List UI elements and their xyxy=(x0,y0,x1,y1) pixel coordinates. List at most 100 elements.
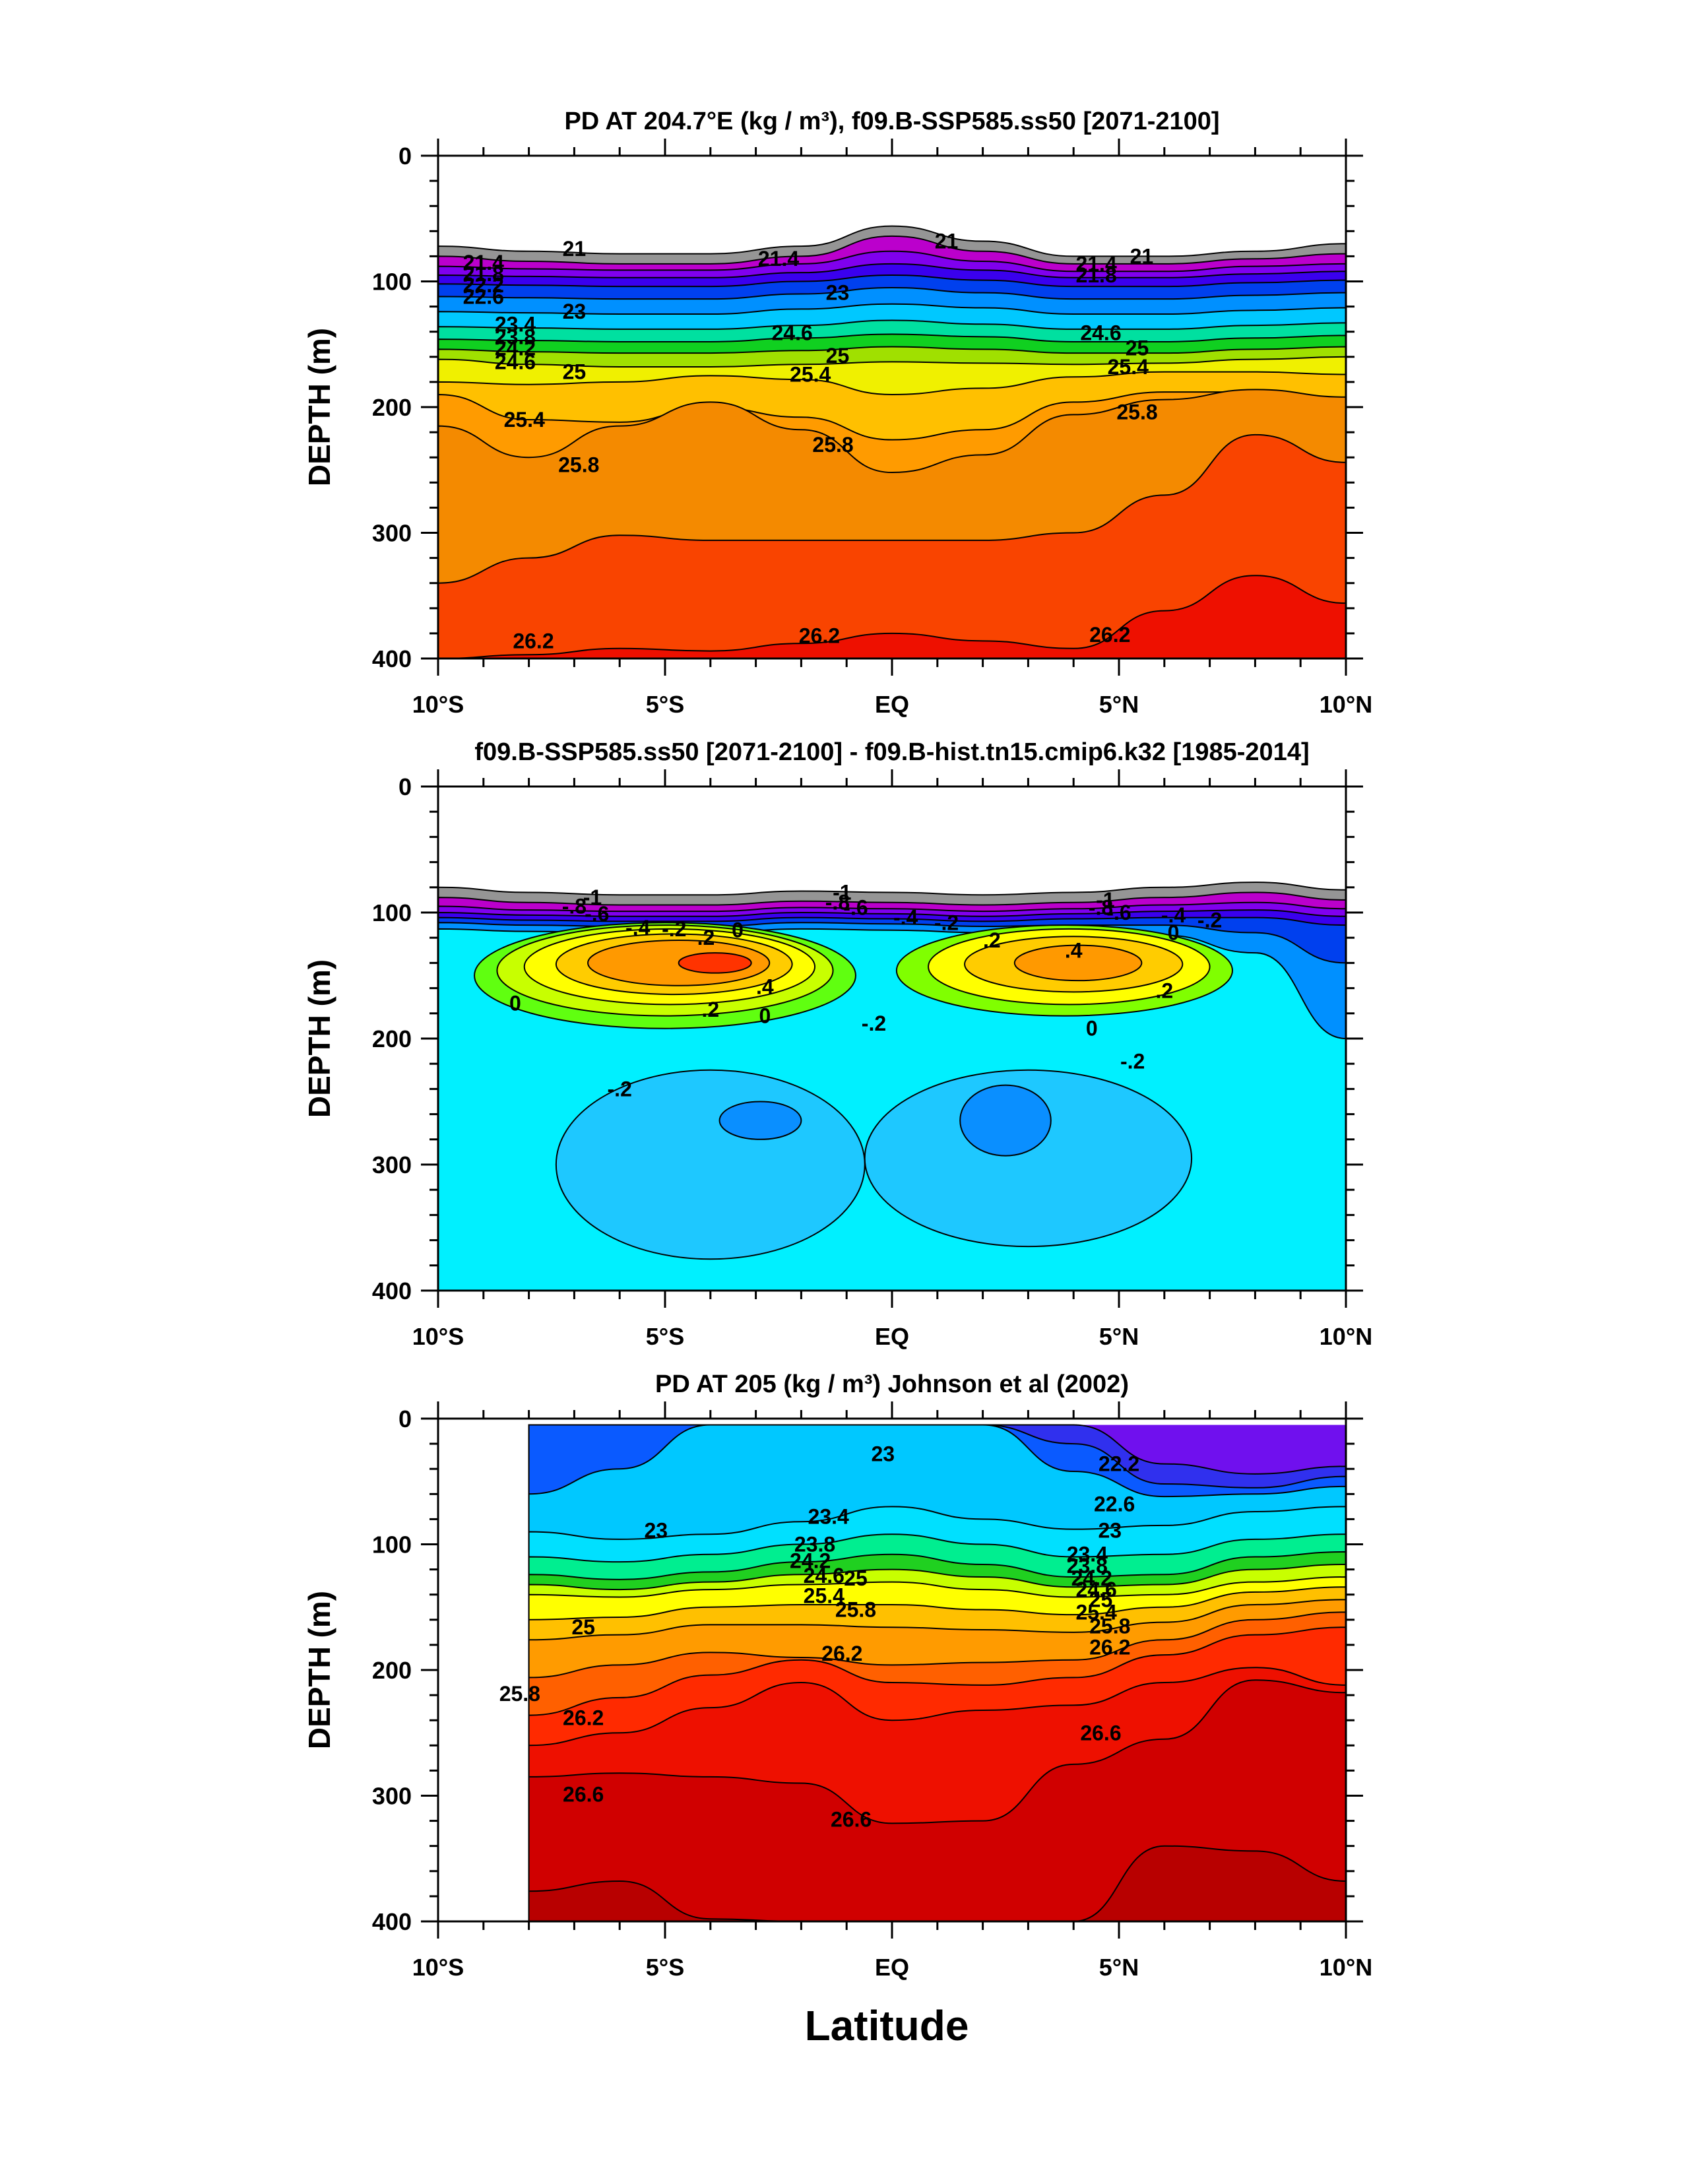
contour-label: -1 xyxy=(583,885,602,909)
x-tick-label: 5°N xyxy=(1099,1954,1139,1981)
contour-label: -.8 xyxy=(1089,895,1113,919)
contour-label: -1 xyxy=(833,880,851,904)
contour-label: 24.2 xyxy=(495,336,536,360)
contour-blob-10 xyxy=(555,1069,866,1260)
contour-band-14 xyxy=(438,434,1346,658)
contour-label: -.8 xyxy=(825,891,850,915)
contour-label: -.2 xyxy=(608,1077,632,1101)
panel-title: PD AT 204.7°E (kg / m³), f09.B-SSP585.ss… xyxy=(564,108,1219,135)
x-tick-label: 5°N xyxy=(1099,1323,1139,1350)
contour-label: 25.4 xyxy=(504,408,545,432)
contour-label: .4 xyxy=(1065,938,1083,962)
contour-label: 21 xyxy=(935,230,959,253)
contour-label: -.2 xyxy=(934,911,959,934)
contour-label: 24.6 xyxy=(1075,1578,1116,1601)
contour-label: 23.4 xyxy=(495,312,536,336)
contour-band-15 xyxy=(438,575,1346,658)
contour-label: -.2 xyxy=(1197,908,1222,932)
contour-label: -.8 xyxy=(562,894,587,918)
contour-label: 21.4 xyxy=(1075,252,1116,276)
contour-label: -.4 xyxy=(1161,903,1186,927)
contour-label: 25 xyxy=(571,1615,595,1639)
blank-above-surface xyxy=(438,156,1346,257)
contour-label: 25 xyxy=(826,344,850,368)
contour-label: .4 xyxy=(756,975,774,999)
contour-label: 22.6 xyxy=(463,284,504,308)
y-tick-label: 100 xyxy=(372,899,412,926)
contour-label: 26.2 xyxy=(513,629,554,653)
surface-contour xyxy=(438,225,1346,257)
contour-label: 26.2 xyxy=(799,624,840,648)
panel-title: PD AT 205 (kg / m³) Johnson et al (2002) xyxy=(655,1370,1129,1398)
contour-label: .2 xyxy=(983,928,1001,952)
x-tick-label: 10°S xyxy=(412,691,464,718)
y-axis-label: DEPTH (m) xyxy=(302,1591,336,1749)
contour-label: 25.8 xyxy=(1116,401,1157,424)
contour-label: 23.8 xyxy=(495,325,536,348)
y-tick-label: 300 xyxy=(372,1151,412,1178)
contour-label: 22.2 xyxy=(463,273,504,297)
contour-label: 0 xyxy=(1168,921,1180,945)
contour-label: 25.4 xyxy=(790,362,831,386)
contour-label: -.6 xyxy=(843,895,868,919)
contour-label: -.6 xyxy=(1106,901,1131,924)
contour-label: 23.4 xyxy=(808,1505,849,1529)
contour-label: -1 xyxy=(1096,888,1114,912)
x-tick-label: 10°N xyxy=(1320,1323,1372,1350)
contour-label: -.4 xyxy=(625,916,651,940)
contour-label: 25 xyxy=(1126,336,1149,360)
contour-label: -.2 xyxy=(862,1012,886,1035)
y-tick-label: 400 xyxy=(372,1908,412,1935)
contour-label: 21.4 xyxy=(463,251,504,274)
contour-label: 21.8 xyxy=(1075,263,1116,287)
contour-label: 23 xyxy=(826,281,850,305)
plot-area: .2 0.4.2 0 -.2.2.40.20-.2-.20-.4 -.2 -.4 -.2 -.… xyxy=(438,787,1346,1291)
contour-label: -.6 xyxy=(585,902,609,926)
contour-label: 25.4 xyxy=(804,1584,844,1608)
y-tick-label: 400 xyxy=(372,1277,412,1304)
contour-label: 25.8 xyxy=(835,1598,876,1622)
panel-2: .2 0.4.2 0 -.2.2.40.20-.2-.20-.4 -.2 -.4 -.2 -.… xyxy=(302,738,1372,1350)
contour-label: 21.8 xyxy=(463,262,504,286)
y-tick-label: 400 xyxy=(372,645,412,672)
contour-label: 26.6 xyxy=(563,1783,604,1807)
contour-label: -.2 xyxy=(1120,1049,1145,1073)
contour-label: 23.4 xyxy=(1067,1543,1108,1566)
y-tick-label: 200 xyxy=(372,1025,412,1052)
contour-blob-9 xyxy=(1013,944,1143,982)
x-tick-label: 10°N xyxy=(1320,691,1372,718)
y-axis-label: DEPTH (m) xyxy=(302,959,336,1118)
contour-label: 23 xyxy=(871,1442,895,1465)
y-axis-label: DEPTH (m) xyxy=(302,328,336,486)
x-tick-label: 10°S xyxy=(412,1954,464,1981)
x-axis-label: Latitude xyxy=(805,2002,969,2049)
contour-label: 25 xyxy=(563,360,587,384)
y-tick-label: 100 xyxy=(372,1531,412,1558)
contour-label: .2 xyxy=(1155,979,1173,1002)
contour-label: 21.4 xyxy=(758,247,799,271)
contour-label: 21 xyxy=(563,237,587,261)
panel-title: f09.B-SSP585.ss50 [2071-2100] - f09.B-hi… xyxy=(474,738,1309,766)
surface-contour xyxy=(438,882,1346,896)
contour-label: 23 xyxy=(644,1519,668,1543)
contour-blob-11 xyxy=(864,1069,1193,1248)
contour-label: 0 xyxy=(759,1004,771,1028)
contour-label: 26.6 xyxy=(1080,1721,1121,1745)
contour-label: .2 xyxy=(701,998,719,1021)
contour-label: 24.6 xyxy=(804,1564,844,1588)
contour-label: 24.2 xyxy=(1071,1566,1112,1590)
y-tick-label: 0 xyxy=(398,1405,412,1432)
contour-label: 24.6 xyxy=(771,321,812,345)
contour-label: 26.6 xyxy=(831,1808,872,1832)
y-tick-label: 0 xyxy=(398,773,412,800)
contour-label: 26.2 xyxy=(1089,623,1130,647)
contour-label: 25.8 xyxy=(1089,1614,1130,1638)
x-tick-label: 5°S xyxy=(646,1323,684,1350)
y-tick-label: 0 xyxy=(398,143,412,170)
